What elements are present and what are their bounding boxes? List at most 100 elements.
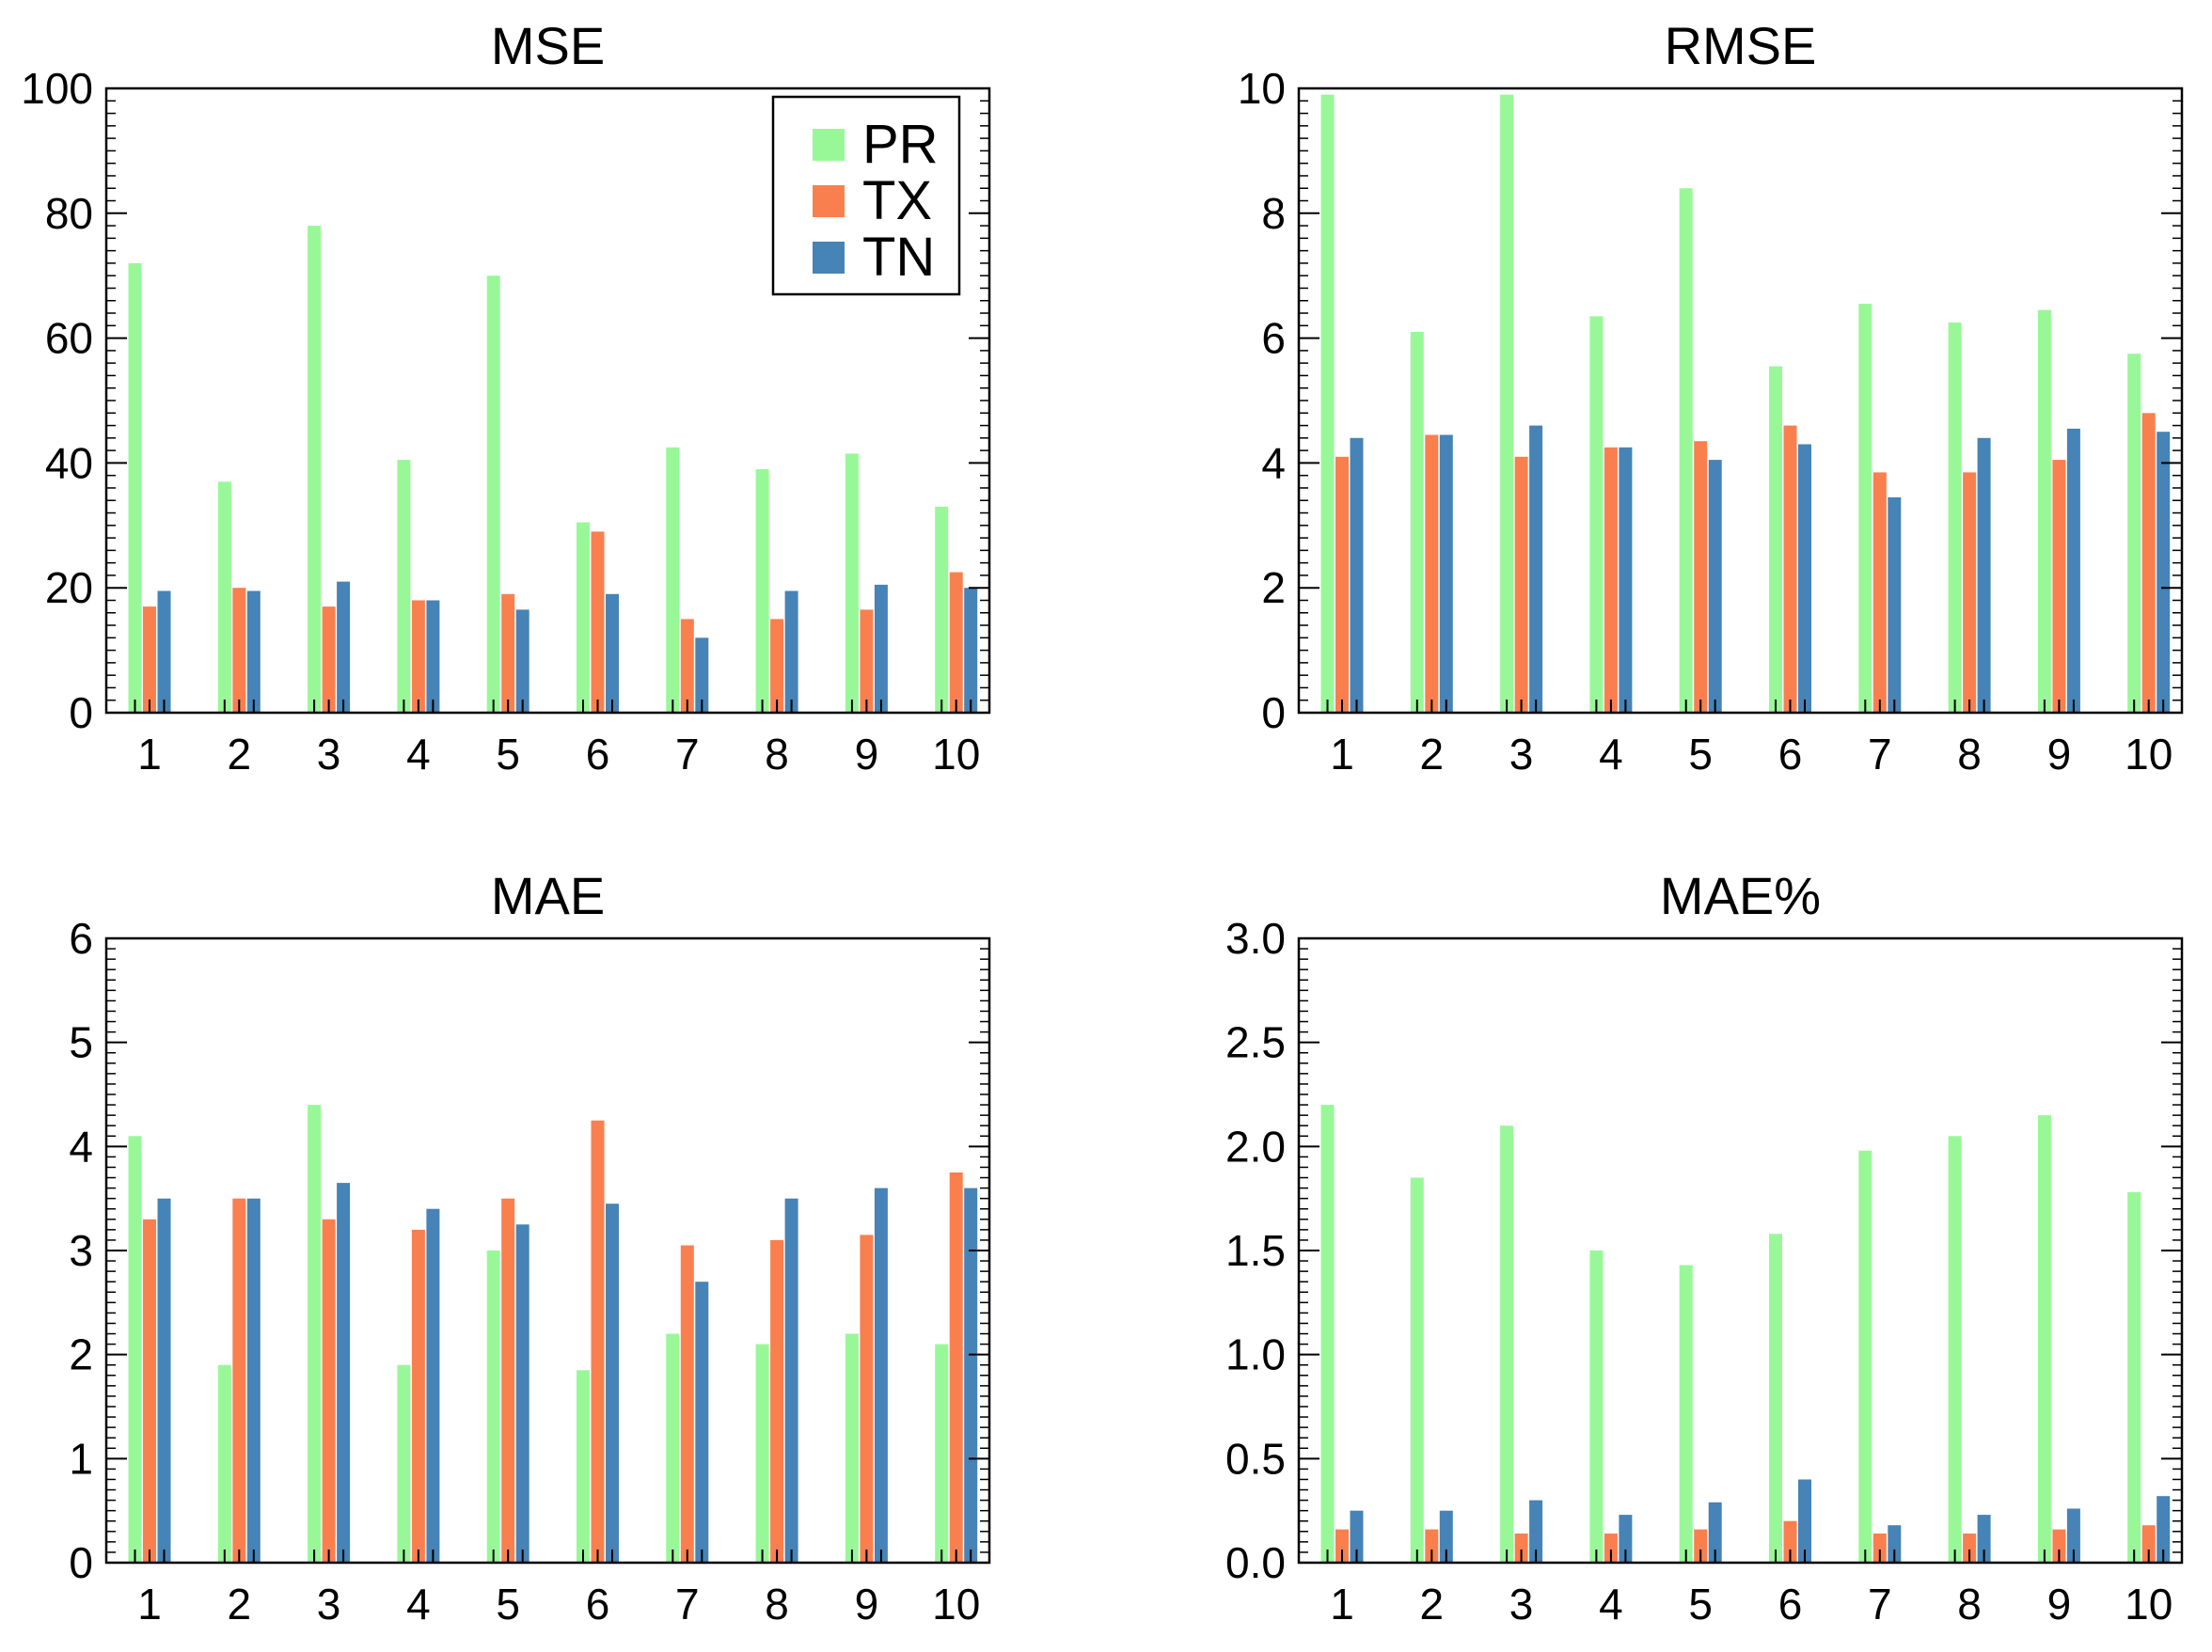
bar-mae-tx-8 [770, 1239, 784, 1563]
bar-rmse-tx-5 [1694, 441, 1708, 713]
bar-mae-pct-pr-5 [1679, 1265, 1693, 1563]
x-tick-label-rmse: 4 [1599, 730, 1623, 779]
bar-mse-tn-3 [337, 581, 351, 713]
x-tick-label-mae-pct: 3 [1509, 1580, 1534, 1628]
bar-mae-pct-tn-1 [1350, 1510, 1364, 1563]
bar-rmse-pr-6 [1769, 366, 1782, 713]
bar-mae-pct-pr-9 [2037, 1115, 2051, 1563]
y-tick-label-mae: 0 [69, 1538, 93, 1587]
y-tick-label-rmse: 4 [1261, 438, 1286, 487]
bar-mae-pct-tx-4 [1604, 1534, 1618, 1563]
panel-mae-pct: MAE% 0.0 0.5 1.0 1.5 2.0 2.5 3.0 1 2 3 4 5 6 7 8 9 10 [1225, 866, 2184, 1628]
bar-rmse-pr-7 [1858, 304, 1872, 713]
bar-mse-pr-3 [308, 226, 322, 714]
y-tick-label-mae-pct: 1.5 [1225, 1226, 1286, 1275]
bar-mae-tx-4 [411, 1229, 425, 1563]
bar-mse-tx-4 [411, 600, 425, 713]
y-tick-label-mae-pct: 1.0 [1225, 1330, 1286, 1379]
x-tick-label-mae-pct: 10 [2125, 1580, 2172, 1628]
y-tick-label-mae: 5 [69, 1018, 93, 1067]
bar-mse-pr-9 [845, 453, 859, 713]
bar-mae-pr-6 [577, 1370, 590, 1563]
y-tick-label-rmse: 2 [1261, 563, 1286, 612]
bar-mae-tn-2 [246, 1198, 261, 1563]
bar-mae-pct-tx-6 [1783, 1520, 1797, 1563]
x-tick-label-mse: 3 [317, 730, 341, 779]
bar-rmse-tn-2 [1439, 434, 1453, 713]
bar-rmse-tn-9 [2066, 428, 2080, 713]
bar-rmse-pr-3 [1500, 94, 1514, 714]
bar-rmse-tn-1 [1350, 437, 1364, 713]
y-tick-label-rmse: 6 [1261, 314, 1286, 363]
x-tick-label-mae-pct: 2 [1420, 1580, 1445, 1628]
x-tick-label-mae: 4 [406, 1580, 431, 1628]
x-tick-label-rmse: 6 [1778, 730, 1803, 779]
legend-box [771, 95, 961, 296]
x-tick-label-mae: 3 [317, 1580, 341, 1628]
x-tick-label-mse: 1 [137, 730, 162, 779]
bar-mse-pr-6 [577, 522, 590, 713]
bar-mae-pr-7 [666, 1333, 680, 1563]
bar-mse-tn-2 [246, 590, 261, 713]
y-tick-label-mae-pct: 0.0 [1225, 1538, 1286, 1587]
bar-mae-tx-7 [680, 1245, 694, 1563]
y-tick-label-rmse: 10 [1238, 64, 1286, 113]
bar-mae-pct-tn-3 [1529, 1500, 1543, 1563]
bar-rmse-pr-10 [2127, 354, 2141, 713]
bar-mae-pct-tn-10 [2157, 1496, 2171, 1563]
y-tick-label-rmse: 8 [1261, 189, 1286, 238]
bar-mse-tx-6 [591, 531, 605, 713]
legend-swatch-tx [813, 185, 845, 217]
bar-mae-tn-6 [606, 1204, 619, 1563]
bar-mse-pr-1 [128, 262, 142, 713]
bar-mae-pct-tn-4 [1619, 1515, 1633, 1563]
bar-rmse-tx-7 [1872, 472, 1887, 713]
x-tick-label-mse: 4 [406, 730, 431, 779]
x-tick-label-mae: 1 [137, 1580, 162, 1628]
y-tick-label-mae: 2 [69, 1330, 93, 1379]
bar-mae-tn-8 [784, 1198, 798, 1563]
bar-rmse-tx-8 [1963, 472, 1977, 713]
bar-rmse-tx-4 [1604, 447, 1618, 713]
x-tick-label-mae: 10 [932, 1580, 980, 1628]
bar-rmse-tx-3 [1514, 456, 1528, 713]
panel-title-rmse: RMSE [1665, 16, 1817, 75]
bar-rmse-tn-10 [2157, 432, 2171, 713]
panel-title-mae-pct: MAE% [1660, 866, 1821, 925]
bar-mse-pr-10 [935, 506, 949, 713]
y-tick-label-mae: 6 [69, 914, 93, 963]
bar-rmse-tn-3 [1529, 425, 1543, 713]
bar-rmse-pr-1 [1320, 94, 1335, 714]
bar-mae-pct-tx-7 [1872, 1534, 1887, 1563]
x-tick-label-mae-pct: 8 [1957, 1580, 1982, 1628]
y-tick-label-mae-pct: 0.5 [1225, 1434, 1286, 1483]
bar-mae-pct-tx-10 [2141, 1525, 2156, 1563]
bar-mse-tn-10 [964, 588, 978, 713]
x-tick-label-rmse: 7 [1868, 730, 1892, 779]
bar-rmse-pr-9 [2037, 309, 2051, 713]
bar-rmse-pr-5 [1679, 188, 1693, 713]
bar-mae-pct-pr-1 [1320, 1105, 1335, 1563]
bar-mae-pct-tn-7 [1888, 1525, 1902, 1563]
y-tick-label-mae: 4 [69, 1122, 93, 1171]
bar-mse-pr-5 [486, 275, 500, 713]
y-tick-label-rmse: 0 [1261, 688, 1286, 737]
bar-mse-tn-5 [515, 609, 529, 713]
bar-mae-pct-tx-2 [1425, 1529, 1439, 1563]
bar-mse-pr-8 [755, 469, 769, 713]
x-tick-label-mse: 5 [496, 730, 520, 779]
bar-mae-pct-pr-6 [1769, 1234, 1782, 1563]
bar-rmse-pr-2 [1410, 332, 1424, 713]
x-tick-label-mae: 5 [496, 1580, 520, 1628]
bar-mse-pr-7 [666, 447, 680, 713]
x-tick-label-mae: 9 [855, 1580, 879, 1628]
x-tick-label-rmse: 8 [1957, 730, 1982, 779]
x-tick-label-mae-pct: 6 [1778, 1580, 1803, 1628]
bar-mae-pct-tn-8 [1977, 1515, 1991, 1563]
x-tick-label-rmse: 1 [1330, 730, 1354, 779]
x-tick-label-mse: 10 [932, 730, 980, 779]
x-tick-label-mse: 8 [765, 730, 789, 779]
